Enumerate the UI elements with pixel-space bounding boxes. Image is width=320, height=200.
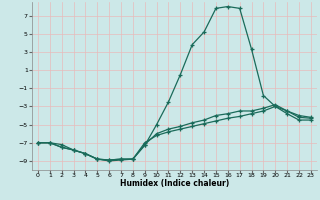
X-axis label: Humidex (Indice chaleur): Humidex (Indice chaleur) <box>120 179 229 188</box>
